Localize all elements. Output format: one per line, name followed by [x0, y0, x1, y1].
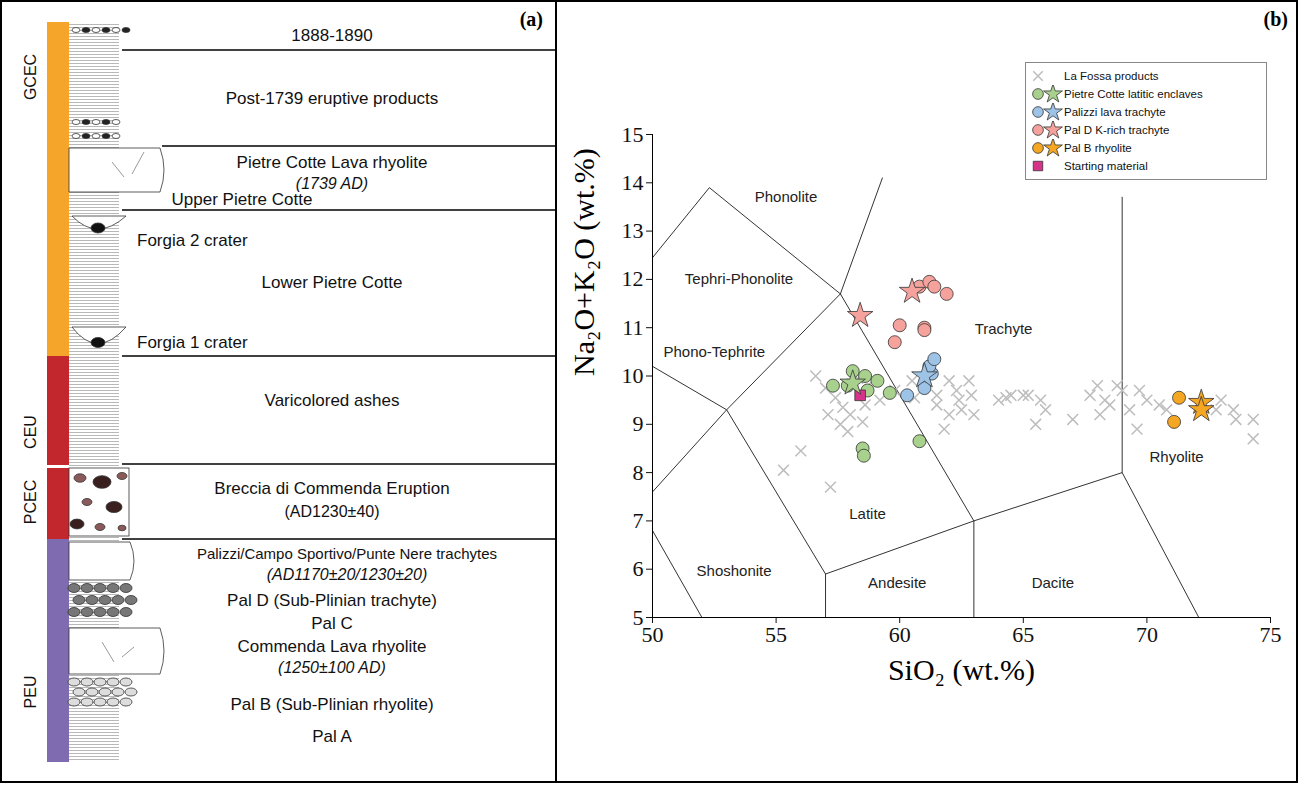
svg-text:65: 65: [1012, 622, 1034, 647]
svg-text:Pal C: Pal C: [311, 614, 353, 633]
html-text:Pal D K-rich trachyte: Pal D K-rich trachyte: [1064, 124, 1170, 136]
svg-text:Varicolored ashes: Varicolored ashes: [265, 391, 400, 410]
html-text:Pal B rhyolite: Pal B rhyolite: [1064, 142, 1132, 154]
svg-text:Andesite: Andesite: [868, 574, 926, 591]
svg-text:Shoshonite: Shoshonite: [697, 562, 772, 579]
html-text:Palizzi lava trachyte: Palizzi lava trachyte: [1064, 106, 1166, 118]
svg-text:7: 7: [633, 508, 644, 533]
html-text:Pietre Cotte latitic enclaves: Pietre Cotte latitic enclaves: [1064, 88, 1203, 100]
svg-text:75: 75: [1260, 622, 1282, 647]
svg-text:9: 9: [633, 411, 644, 436]
svg-text:14: 14: [622, 170, 644, 195]
svg-text:Lower Pietre Cotte: Lower Pietre Cotte: [262, 273, 403, 292]
svg-text:55: 55: [765, 622, 787, 647]
svg-text:Forgia 1 crater: Forgia 1 crater: [137, 333, 248, 352]
svg-text:11: 11: [622, 315, 643, 340]
svg-text:50: 50: [642, 622, 664, 647]
svg-text:6: 6: [633, 556, 644, 581]
svg-text:10: 10: [622, 363, 644, 388]
svg-text:Pal A: Pal A: [312, 727, 352, 746]
svg-text:Forgia 2 crater: Forgia 2 crater: [137, 231, 248, 250]
svg-text:Pietre Cotte Lava rhyolite: Pietre Cotte Lava rhyolite: [237, 153, 428, 172]
svg-text:(1250±100 AD): (1250±100 AD): [278, 659, 386, 676]
svg-text:Pal D (Sub-Plinian trachyte): Pal D (Sub-Plinian trachyte): [227, 591, 437, 610]
svg-text:Phono-Tephrite: Phono-Tephrite: [663, 343, 765, 360]
svg-text:Phonolite: Phonolite: [755, 188, 818, 205]
svg-text:60: 60: [889, 622, 911, 647]
svg-text:Commenda Lava rhyolite: Commenda Lava rhyolite: [238, 637, 427, 656]
svg-text:(AD1170±20/1230±20): (AD1170±20/1230±20): [267, 566, 427, 583]
svg-text:Rhyolite: Rhyolite: [1149, 448, 1203, 465]
svg-text:PEU: PEU: [22, 676, 39, 709]
svg-text:Tephri-Phonolite: Tephri-Phonolite: [685, 270, 793, 287]
svg-text:(a): (a): [520, 8, 543, 31]
svg-text:Pal B (Sub-Plinian rhyolite): Pal B (Sub-Plinian rhyolite): [230, 695, 433, 714]
html-text:La Fossa products: La Fossa products: [1064, 70, 1159, 82]
svg-text:Latite: Latite: [849, 505, 886, 522]
html-text:Starting material: Starting material: [1064, 160, 1148, 172]
svg-text:Breccia di Commenda Eruption: Breccia di Commenda Eruption: [214, 479, 449, 498]
svg-text:8: 8: [633, 460, 644, 485]
svg-text:Upper Pietre Cotte: Upper Pietre Cotte: [172, 190, 313, 209]
svg-text:Palizzi/Campo Sportivo/Punte N: Palizzi/Campo Sportivo/Punte Nere trachy…: [197, 545, 497, 562]
svg-text:70: 70: [1136, 622, 1158, 647]
svg-text:(AD1230±40): (AD1230±40): [284, 503, 379, 520]
svg-text:5: 5: [632, 604, 644, 630]
svg-text:1888-1890: 1888-1890: [291, 26, 372, 45]
html-text:(b): (b): [1263, 8, 1288, 30]
svg-text:Post-1739 eruptive products: Post-1739 eruptive products: [226, 89, 439, 108]
svg-text:Trachyte: Trachyte: [975, 320, 1033, 337]
svg-text:SiO₂ (wt.%): SiO₂ (wt.%): [888, 653, 1035, 687]
svg-text:13: 13: [622, 218, 644, 243]
svg-text:12: 12: [622, 266, 644, 291]
svg-text:Dacite: Dacite: [1032, 574, 1075, 591]
svg-text:(1739 AD): (1739 AD): [295, 175, 369, 193]
svg-text:PCEC: PCEC: [22, 480, 39, 524]
svg-text:CEU: CEU: [22, 415, 39, 449]
svg-text:Na₂O+K₂O (wt.%): Na₂O+K₂O (wt.%): [567, 148, 601, 376]
svg-text:GCEC: GCEC: [22, 54, 39, 100]
svg-text:15: 15: [622, 122, 644, 147]
